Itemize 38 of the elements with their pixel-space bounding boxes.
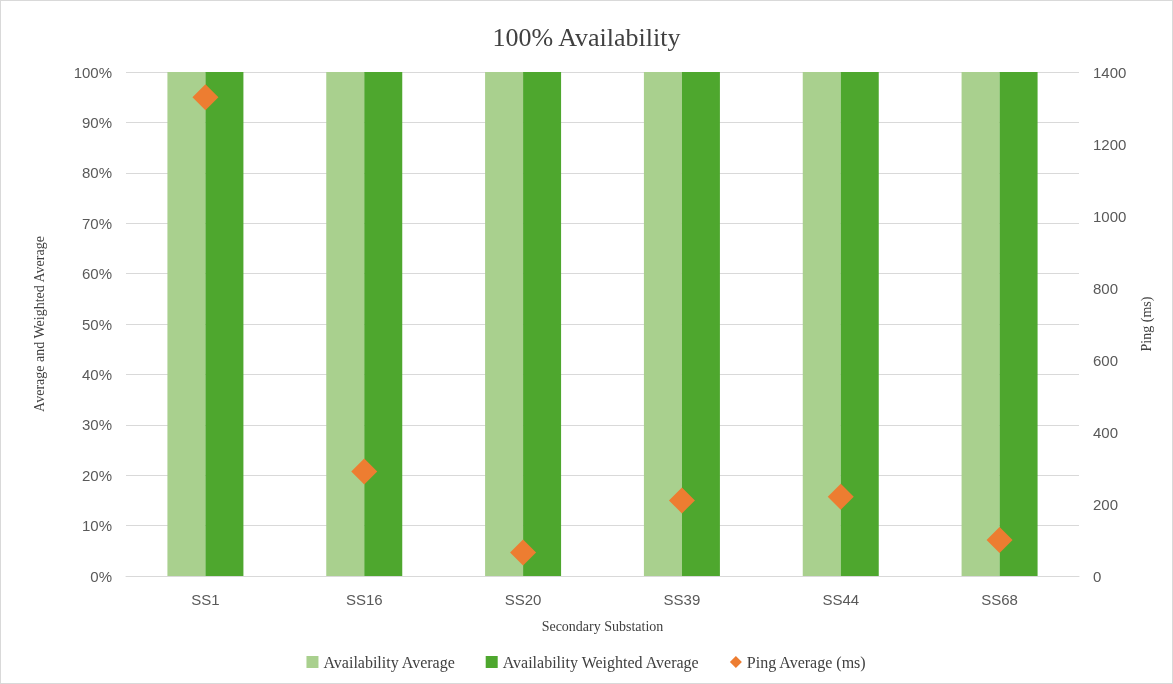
y2-tick-label: 200 (1093, 495, 1119, 513)
legend-label: Availability Weighted Average (502, 653, 699, 672)
y-axis-title: Average and Weighted Average (31, 236, 47, 412)
x-tick-label: SS39 (663, 591, 701, 608)
chart-title: 100% Availability (492, 22, 681, 52)
y2-tick-label: 1400 (1093, 63, 1127, 81)
y2-tick-label: 1200 (1093, 135, 1127, 153)
y2-tick-label: 400 (1093, 423, 1119, 441)
x-tick-label: SS1 (191, 591, 220, 608)
y-tick-label: 10% (81, 517, 112, 535)
y2-axis-title: Ping (ms) (1138, 296, 1155, 352)
y2-tick-label: 600 (1093, 351, 1119, 369)
y2-tick-label: 800 (1093, 279, 1119, 297)
x-axis-title: Secondary Substation (541, 618, 664, 634)
y2-tick-label: 0 (1093, 567, 1102, 585)
y-tick-label: 50% (81, 315, 112, 333)
y-tick-label: 100% (73, 63, 112, 81)
y-tick-label: 20% (81, 466, 112, 484)
point (192, 84, 219, 111)
point (668, 487, 695, 514)
y2-tick-label: 1000 (1093, 207, 1127, 225)
y-tick-label: 0% (90, 567, 112, 585)
y-tick-label: 80% (81, 164, 112, 182)
y-tick-label: 70% (81, 214, 112, 232)
y-tick-label: 30% (81, 416, 112, 434)
x-tick-label: SS68 (981, 591, 1018, 608)
legend-label: Ping Average (ms) (746, 653, 866, 672)
point (351, 458, 378, 485)
x-tick-label: SS20 (504, 591, 542, 608)
x-tick-label: SS16 (345, 591, 383, 608)
point (986, 527, 1013, 553)
x-tick-label: SS44 (822, 591, 860, 608)
point (510, 539, 537, 566)
point (827, 483, 854, 510)
y-tick-label: 90% (81, 113, 112, 131)
y-tick-label: 40% (81, 365, 112, 383)
legend-label: Availability Average (323, 653, 455, 672)
y-tick-label: 60% (81, 265, 112, 283)
